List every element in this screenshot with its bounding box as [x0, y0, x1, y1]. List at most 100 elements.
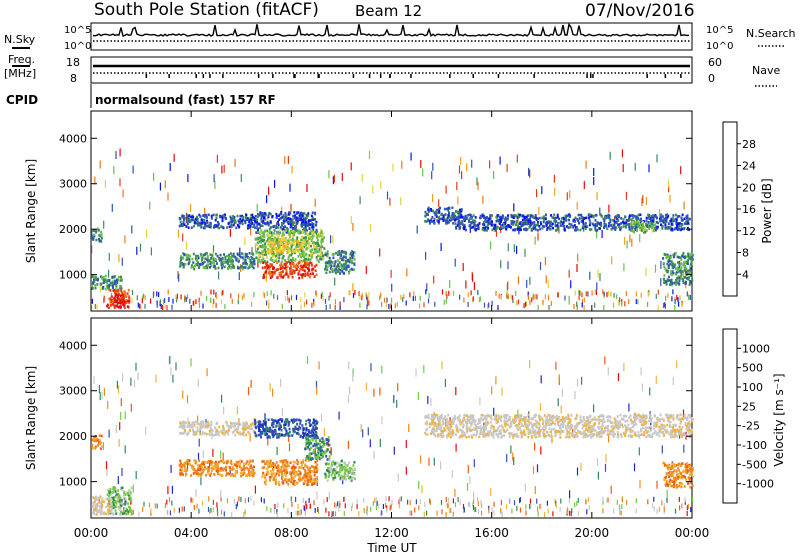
scatter-echo — [366, 304, 368, 310]
echo-cell — [198, 223, 201, 227]
echo-cell — [670, 260, 673, 263]
echo-cell — [213, 473, 216, 476]
echo-cell — [342, 271, 345, 275]
echo-cell — [313, 468, 316, 471]
echo-cell — [468, 213, 471, 217]
echo-cell — [691, 278, 694, 282]
scatter-echo — [596, 458, 599, 466]
scatter-echo — [446, 294, 448, 300]
scatter-echo — [613, 292, 615, 298]
echo-cell — [228, 472, 231, 476]
echo-cell — [260, 229, 263, 232]
echo-cell — [271, 259, 274, 262]
echo-cell — [230, 421, 232, 425]
echo-cell — [621, 220, 624, 224]
scatter-echo — [429, 500, 431, 505]
echo-cell — [197, 261, 200, 264]
echo-cell — [118, 275, 120, 279]
echo-cell — [316, 258, 319, 262]
echo-cell — [311, 272, 314, 275]
echo-cell — [299, 273, 302, 276]
echo-cell — [320, 230, 323, 233]
echo-cell — [677, 256, 680, 259]
echo-cell — [526, 218, 529, 221]
echo-cell — [623, 221, 626, 225]
scatter-echo — [459, 500, 461, 506]
echo-cell — [545, 223, 548, 227]
echo-cell — [567, 213, 570, 217]
echo-cell — [119, 286, 122, 290]
echo-cell — [278, 254, 281, 257]
echo-cell — [348, 260, 351, 264]
echo-cell — [460, 214, 463, 217]
scatter-echo — [212, 507, 214, 513]
echo-cell — [240, 266, 242, 269]
echo-cell — [309, 261, 312, 264]
scatter-echo — [333, 174, 335, 183]
echo-cell — [672, 255, 675, 259]
echo-cell — [218, 469, 221, 472]
echo-cell — [117, 489, 120, 492]
echo-cell — [122, 303, 125, 306]
echo-cell — [120, 289, 123, 293]
echo-cell — [283, 423, 286, 427]
scatter-echo — [419, 303, 421, 309]
echo-cell — [185, 255, 188, 258]
echo-cell — [309, 258, 312, 261]
echo-cell — [510, 222, 513, 226]
echo-cell — [248, 220, 251, 224]
scatter-echo — [159, 299, 161, 305]
scatter-echo — [467, 302, 469, 307]
echo-cell — [290, 258, 292, 262]
scatter-echo — [396, 301, 398, 307]
echo-cell — [308, 234, 311, 238]
scatter-echo — [637, 299, 639, 305]
echo-cell — [294, 214, 297, 217]
scatter-echo — [322, 296, 324, 301]
echo-cell — [209, 262, 212, 266]
echo-cell — [206, 258, 209, 262]
echo-cell — [651, 219, 654, 223]
scatter-echo — [537, 232, 539, 241]
echo-cell — [512, 216, 515, 219]
echo-cell — [543, 215, 545, 218]
scatter-echo — [493, 501, 495, 507]
scatter-echo — [138, 511, 140, 517]
echo-cell — [208, 224, 211, 227]
echo-cell — [222, 427, 225, 430]
echo-cell — [92, 236, 95, 239]
echo-cell — [281, 236, 284, 239]
scatter-echo — [524, 248, 526, 257]
echo-cell — [178, 463, 181, 467]
echo-cell — [472, 214, 475, 217]
echo-cell — [295, 243, 298, 246]
echo-cell — [250, 427, 253, 431]
echo-cell — [637, 217, 640, 220]
echo-cell — [471, 225, 474, 229]
scatter-echo — [463, 297, 465, 303]
echo-cell — [115, 282, 118, 285]
echo-cell — [202, 469, 205, 472]
echo-cell — [685, 215, 688, 218]
nave-dip — [293, 74, 295, 78]
echo-cell — [517, 213, 520, 216]
scatter-echo — [133, 379, 136, 388]
echo-cell — [245, 218, 248, 222]
echo-cell — [292, 233, 295, 237]
echo-cell — [265, 467, 268, 470]
echo-cell — [541, 216, 544, 220]
echo-cell — [266, 436, 269, 439]
echo-cell — [301, 244, 304, 248]
echo-cell — [675, 227, 678, 230]
echo-cell — [205, 264, 208, 268]
scatter-echo — [198, 438, 200, 447]
echo-cell — [106, 282, 109, 285]
echo-cell — [241, 214, 243, 218]
scatter-echo — [103, 220, 105, 229]
echo-cell — [218, 259, 221, 262]
scatter-echo — [409, 292, 411, 298]
echo-cell — [309, 223, 312, 226]
echo-cell — [266, 221, 269, 224]
echo-cell — [307, 214, 310, 217]
echo-cell — [667, 264, 670, 267]
